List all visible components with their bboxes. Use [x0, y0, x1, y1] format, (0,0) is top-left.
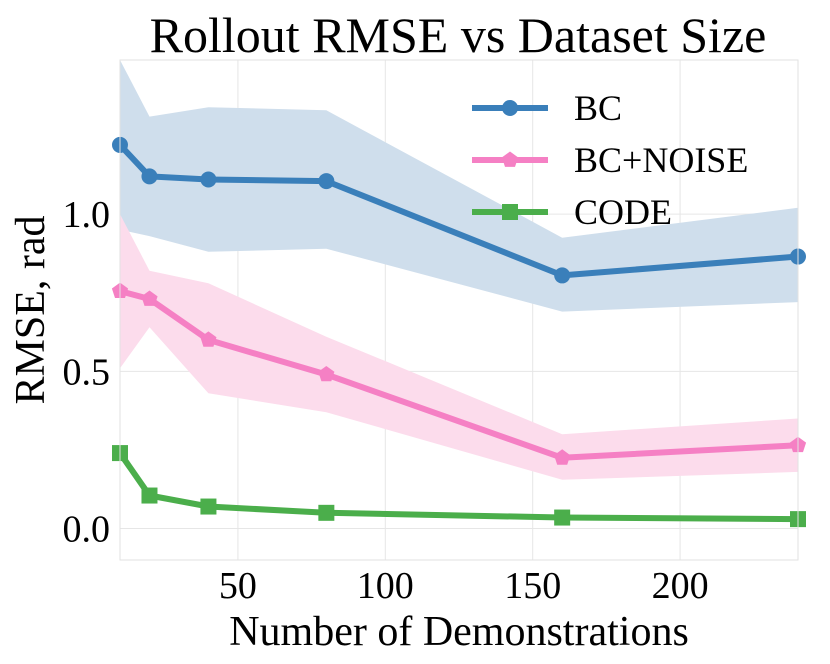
y-tick-label: 1.0 — [63, 194, 111, 236]
confidence-bands — [120, 60, 798, 520]
legend: BC BC+NOISE CODE — [472, 88, 748, 232]
point-bc-noise — [318, 366, 335, 382]
x-tick-label: 150 — [504, 565, 561, 607]
point-bc — [554, 267, 571, 284]
legend-marker-bc — [502, 100, 518, 116]
chart-title: Rollout RMSE vs Dataset Size — [150, 7, 767, 63]
x-tick-label: 100 — [357, 565, 414, 607]
point-bc — [318, 173, 335, 190]
point-bc — [200, 171, 217, 188]
legend-label-bc-noise: BC+NOISE — [574, 140, 748, 180]
point-bc-noise — [200, 331, 217, 347]
legend-marker-code — [502, 204, 518, 220]
point-bc-noise — [141, 290, 158, 306]
point-code — [318, 504, 335, 521]
point-code — [554, 509, 571, 526]
y-tick-label: 0.5 — [63, 351, 111, 393]
x-tick-label: 200 — [652, 565, 709, 607]
y-tick-label: 0.0 — [63, 509, 111, 551]
y-tick-labels: 0.0 0.5 1.0 — [63, 194, 111, 550]
x-axis-label: Number of Demonstrations — [229, 609, 689, 655]
plot-area — [119, 59, 799, 561]
point-code — [141, 487, 158, 504]
legend-label-bc: BC — [574, 88, 622, 128]
point-bc-noise — [554, 449, 571, 465]
x-tick-labels: 50 100 150 200 — [219, 565, 709, 607]
band-bc — [120, 60, 798, 312]
point-bc — [141, 168, 158, 185]
legend-marker-bc-noise — [501, 151, 519, 167]
point-code — [200, 498, 217, 515]
x-tick-label: 50 — [219, 565, 257, 607]
legend-label-code: CODE — [574, 192, 672, 232]
band-bc-noise — [120, 214, 798, 480]
y-axis-label: RMSE, rad — [8, 216, 54, 405]
